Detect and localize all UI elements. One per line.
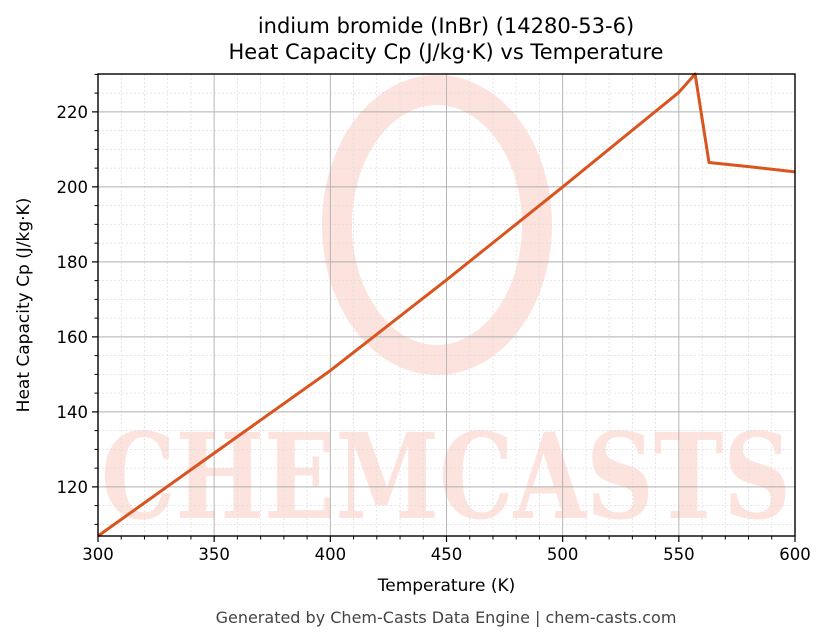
y-tick-label: 120 [57,478,89,497]
watermark-logo [322,75,552,375]
x-tick-label: 300 [82,545,114,564]
axes-frame [97,73,796,537]
x-tick-label: 500 [547,545,579,564]
y-tick-label: 220 [57,103,89,122]
y-tick-label: 140 [57,403,89,422]
x-tick-label: 450 [431,545,463,564]
x-tick-label: 600 [779,545,811,564]
footer-credit: Generated by Chem-Casts Data Engine | ch… [215,608,677,627]
chart-title-line1: indium bromide (InBr) (14280-53-6) [257,14,635,38]
x-tick-label: 400 [315,545,347,564]
x-axis-label: Temperature (K) [377,576,516,596]
y-tick-label: 180 [57,253,89,272]
y-axis-label: Heat Capacity Cp (J/kg·K) [14,197,34,413]
watermark-text: CHEMCASTS [101,407,791,546]
y-tick-label: 200 [57,178,89,197]
chart-title-line2: Heat Capacity Cp (J/kg·K) vs Temperature [228,40,664,64]
x-tick-label: 350 [198,545,230,564]
data-line-cp [97,72,796,538]
y-tick-label: 160 [57,328,89,347]
x-tick-label: 550 [663,545,695,564]
